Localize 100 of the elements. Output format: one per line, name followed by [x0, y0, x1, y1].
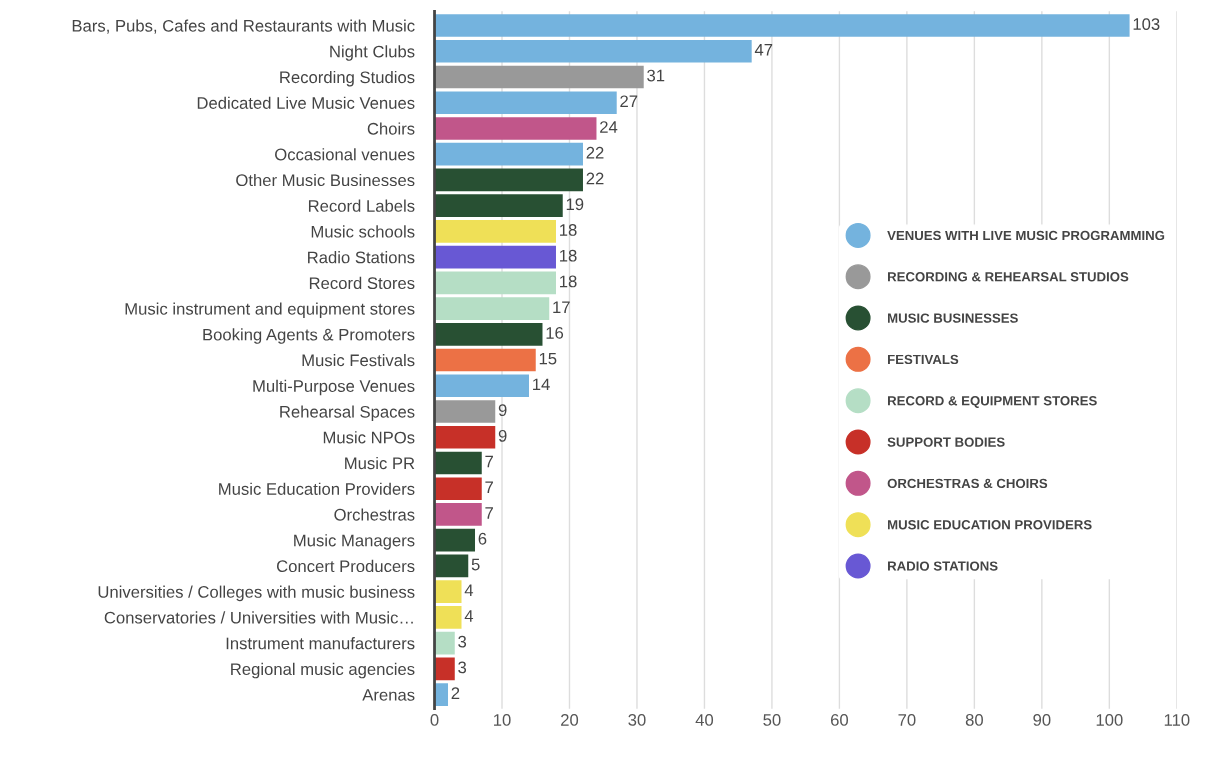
data-label: 18	[560, 224, 577, 236]
x-tick-label: 100	[1096, 714, 1123, 726]
legend-label: RADIO STATIONS	[888, 561, 998, 571]
y-tick-label: Music Festivals	[302, 354, 415, 367]
bar	[434, 194, 563, 217]
x-tick-label: 40	[695, 714, 714, 726]
data-label: 16	[546, 326, 564, 339]
x-tick-label: 60	[830, 714, 849, 726]
y-tick-label: Universities / Colleges with music business	[98, 585, 415, 602]
bar	[434, 657, 455, 681]
y-tick-label: Recording Studios	[280, 70, 415, 87]
legend-label: MUSIC EDUCATION PROVIDERS	[888, 520, 1092, 530]
x-tick-label: 80	[965, 714, 983, 726]
y-tick-label: Orchestras	[334, 508, 415, 521]
bar	[434, 683, 449, 706]
bar	[434, 39, 752, 63]
legend-label: VENUES WITH LIVE MUSIC PROGRAMMING	[887, 230, 1165, 241]
bar	[434, 580, 462, 603]
x-tick-label: 30	[628, 714, 646, 726]
y-tick-label: Radio Stations	[308, 251, 415, 264]
bar	[434, 14, 1130, 37]
legend-label: MUSIC BUSINESSES	[888, 313, 1018, 323]
data-label: 24	[600, 121, 618, 133]
y-tick-label: Regional music agencies	[231, 662, 415, 679]
bar	[434, 348, 536, 372]
data-label: 22	[586, 146, 604, 159]
x-tick-label: 90	[1033, 714, 1051, 726]
x-tick-label: 10	[494, 714, 511, 726]
y-tick-label: Dedicated Live Music Venues	[197, 96, 415, 109]
bar	[434, 168, 583, 192]
bar	[434, 425, 496, 449]
y-tick-label: Other Music Businesses	[236, 173, 415, 187]
data-label: 5	[471, 558, 480, 571]
x-tick-label: 70	[898, 714, 916, 726]
y-tick-label: Occasional venues	[275, 148, 415, 161]
bar	[434, 477, 482, 501]
data-label: 19	[566, 198, 584, 211]
legend-label: RECORDING & REHEARSAL STUDIOS	[888, 272, 1129, 282]
legend-label: RECORD & EQUIPMENT STORES	[888, 396, 1097, 408]
y-tick-label: Record Labels	[308, 199, 415, 212]
bar	[434, 142, 583, 166]
data-label: 3	[458, 661, 467, 674]
y-tick-label: Music schools	[311, 225, 415, 238]
bar	[434, 451, 482, 475]
data-label: 3	[458, 635, 467, 648]
data-label: 2	[451, 687, 460, 699]
data-label: 9	[498, 404, 507, 416]
bar	[434, 374, 529, 398]
y-tick-label: Instrument manufacturers	[226, 637, 415, 650]
data-label: 14	[533, 378, 550, 391]
bar	[434, 271, 556, 295]
data-label: 4	[464, 584, 474, 596]
legend-label: FESTIVALS	[888, 354, 959, 365]
y-tick-label: Music Education Providers	[219, 482, 415, 495]
x-tick-label: 0	[430, 714, 439, 726]
y-tick-label: Choirs	[367, 122, 415, 135]
bar	[434, 554, 469, 578]
y-tick-label: Music PR	[345, 456, 415, 470]
data-label: 7	[485, 455, 493, 468]
y-tick-label: Concert Producers	[276, 559, 415, 573]
data-label: 27	[620, 95, 638, 108]
data-label: 18	[560, 249, 577, 262]
data-label: 7	[485, 507, 493, 519]
data-label: 103	[1133, 18, 1160, 30]
x-tick-label: 50	[763, 714, 781, 726]
bar	[434, 117, 597, 140]
bar	[434, 322, 543, 346]
y-tick-label: Night Clubs	[330, 45, 415, 61]
bar	[434, 91, 617, 115]
bar	[434, 631, 455, 655]
y-tick-label: Music NPOs	[323, 431, 415, 444]
y-tick-label: Booking Agents & Promoters	[203, 328, 415, 344]
x-tick-label: 110	[1164, 714, 1190, 726]
data-label: 47	[754, 44, 773, 56]
y-tick-label: Multi-Purpose Venues	[253, 379, 415, 396]
bar	[434, 220, 556, 243]
y-tick-label: Music instrument and equipment stores	[125, 302, 415, 319]
y-tick-label: Rehearsal Spaces	[280, 405, 415, 422]
data-label: 9	[498, 429, 507, 442]
y-tick-label: Record Stores	[309, 276, 415, 290]
data-label: 17	[553, 301, 570, 313]
data-label: 18	[560, 275, 577, 288]
bar	[434, 400, 496, 423]
data-label: 15	[539, 352, 557, 365]
data-label: 7	[485, 481, 493, 494]
y-tick-label: Music Managers	[294, 534, 415, 550]
bar	[434, 297, 550, 320]
y-tick-label: Bars, Pubs, Cafes and Restaurants with Music	[72, 19, 415, 34]
bar	[434, 65, 644, 89]
bar	[434, 528, 476, 552]
y-tick-label: Arenas	[362, 689, 415, 701]
legend-label: ORCHESTRAS & CHOIRS	[887, 478, 1048, 489]
bar	[434, 245, 556, 269]
legend-label: SUPPORT BODIES	[887, 437, 1005, 447]
bar	[434, 606, 462, 629]
data-label: 31	[647, 69, 665, 82]
data-label: 6	[478, 532, 487, 545]
bar	[434, 503, 482, 526]
y-tick-label: Conservatories / Universities with Music…	[104, 611, 413, 624]
data-label: 22	[586, 172, 604, 185]
